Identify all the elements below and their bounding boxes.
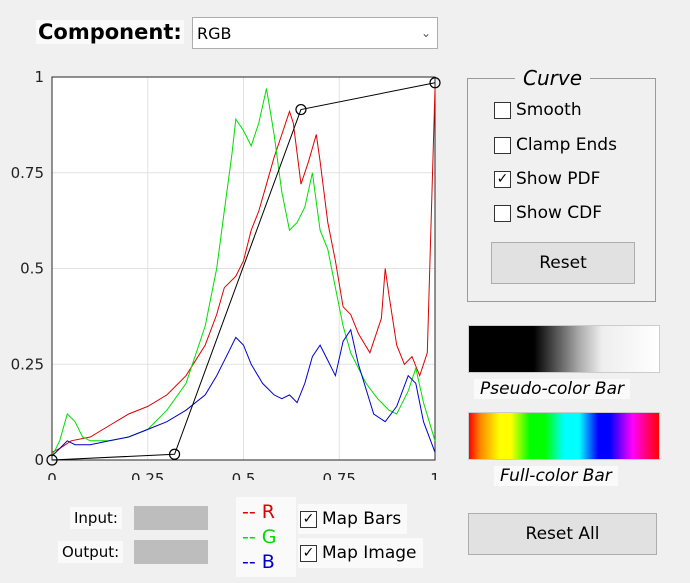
plot-frame: [51, 76, 436, 461]
reset-button[interactable]: Reset: [491, 242, 635, 284]
checkbox-icon[interactable]: [494, 136, 511, 154]
y-tick-label: 0: [34, 451, 44, 469]
series-b-line: [51, 328, 436, 457]
clamp-ends-label: Clamp Ends: [516, 135, 617, 155]
full-color-bar: [468, 412, 660, 460]
checkbox-icon[interactable]: [494, 101, 511, 119]
x-tick-label: 0.75: [323, 470, 356, 480]
x-tick-label: 1: [430, 470, 440, 480]
curve-panel-title: Curve: [515, 66, 591, 90]
component-label: Component:: [36, 20, 184, 44]
chevron-down-icon[interactable]: ⌄: [420, 26, 432, 40]
mapping-curve[interactable]: [46, 77, 441, 466]
x-tick-label: 0.25: [131, 470, 164, 480]
axis-ticks: 00 0.25 0.25 0.5 0.5 0.75 0.75 1 1: [11, 68, 440, 480]
legend-g: -- G: [242, 526, 277, 548]
map-image-label: Map Image: [322, 543, 417, 563]
histogram-series: [51, 88, 436, 457]
show-cdf-label: Show CDF: [516, 203, 603, 223]
curve-control-point[interactable]: [46, 454, 58, 466]
y-tick-label: 1: [34, 68, 44, 86]
x-tick-label: 0: [47, 470, 57, 480]
full-color-bar-label: Full-color Bar: [494, 466, 618, 486]
x-tick-label: 0.5: [232, 470, 256, 480]
curve-control-point[interactable]: [429, 77, 441, 89]
smooth-label: Smooth: [516, 100, 582, 120]
curve-line: [51, 82, 436, 461]
check-icon[interactable]: ✓: [300, 510, 317, 528]
curve-control-point[interactable]: [295, 103, 307, 116]
channel-legend: -- R -- G -- B: [236, 497, 296, 577]
checkbox-icon[interactable]: [494, 204, 511, 222]
output-label: Output:: [58, 541, 124, 563]
output-value-field: [134, 540, 208, 564]
curve-control-point[interactable]: [168, 448, 181, 460]
legend-b: -- B: [242, 551, 275, 573]
plot-grid: [52, 77, 435, 460]
pseudo-color-bar-label: Pseudo-color Bar: [474, 379, 631, 399]
curve-plot[interactable]: 00 0.25 0.25 0.5 0.5 0.75 0.75 1 1: [0, 60, 460, 480]
check-icon[interactable]: ✓: [494, 170, 511, 188]
pseudo-color-bar: [468, 325, 660, 373]
map-bars-label: Map Bars: [322, 509, 402, 529]
component-dropdown[interactable]: RGB ⌄: [192, 17, 438, 49]
clamp-ends-checkbox[interactable]: Clamp Ends: [494, 135, 617, 155]
series-r-line: [51, 88, 436, 453]
reset-all-button[interactable]: Reset All: [468, 513, 657, 555]
show-cdf-checkbox[interactable]: Show CDF: [494, 203, 602, 223]
map-bars-checkbox[interactable]: ✓ Map Bars: [298, 504, 408, 534]
y-tick-label: 0.75: [11, 164, 44, 182]
legend-r: -- R: [242, 501, 275, 523]
input-value-field: [134, 506, 208, 530]
smooth-checkbox[interactable]: Smooth: [494, 100, 582, 120]
check-icon[interactable]: ✓: [300, 544, 317, 562]
show-pdf-label: Show PDF: [516, 169, 601, 189]
component-selected-value: RGB: [197, 24, 232, 43]
show-pdf-checkbox[interactable]: ✓ Show PDF: [494, 169, 600, 189]
y-tick-label: 0.25: [11, 355, 44, 373]
input-label: Input:: [70, 507, 122, 529]
map-image-checkbox[interactable]: ✓ Map Image: [298, 538, 423, 568]
y-tick-label: 0.5: [20, 260, 44, 278]
